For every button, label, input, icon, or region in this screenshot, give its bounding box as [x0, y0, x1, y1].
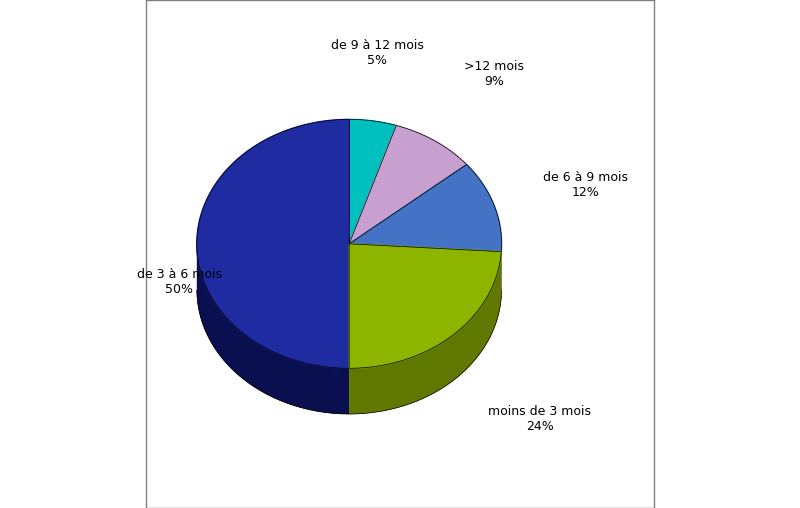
- Text: de 3 à 6 mois
50%: de 3 à 6 mois 50%: [137, 268, 222, 296]
- Text: de 9 à 12 mois
5%: de 9 à 12 mois 5%: [330, 39, 423, 68]
- Polygon shape: [350, 290, 502, 297]
- Polygon shape: [197, 290, 350, 414]
- Polygon shape: [350, 244, 502, 368]
- Polygon shape: [197, 244, 350, 414]
- Polygon shape: [350, 165, 502, 251]
- Polygon shape: [350, 244, 502, 297]
- Text: moins de 3 mois
24%: moins de 3 mois 24%: [488, 405, 591, 433]
- Polygon shape: [197, 119, 350, 368]
- Polygon shape: [350, 119, 396, 244]
- Polygon shape: [350, 290, 502, 414]
- Text: >12 mois
9%: >12 mois 9%: [464, 59, 524, 88]
- Text: de 6 à 9 mois
12%: de 6 à 9 mois 12%: [543, 171, 628, 200]
- Polygon shape: [350, 125, 466, 244]
- Polygon shape: [350, 251, 502, 414]
- Polygon shape: [350, 244, 502, 297]
